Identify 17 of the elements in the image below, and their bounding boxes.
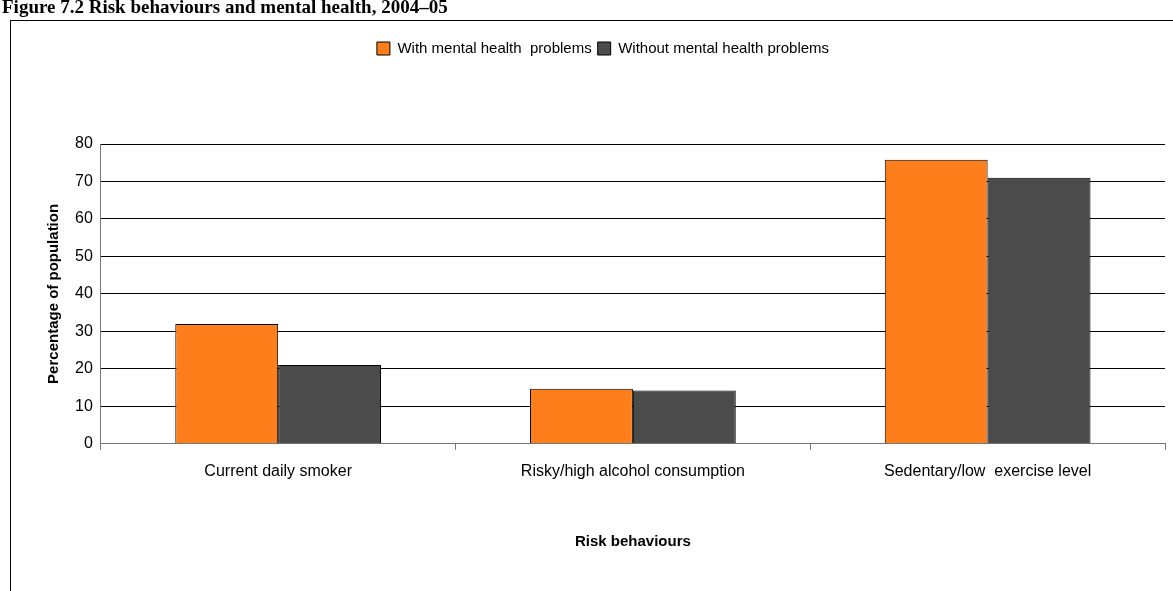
y-tick-label: 50 bbox=[75, 246, 93, 264]
y-tick-label: 30 bbox=[75, 321, 93, 339]
y-tick-label: 20 bbox=[75, 359, 93, 377]
y-axis-title: Percentage of population bbox=[44, 203, 62, 384]
y-tick-label: 80 bbox=[75, 134, 93, 152]
x-tick-label: Current daily smoker bbox=[204, 461, 353, 479]
y-tick-label: 60 bbox=[75, 209, 93, 227]
chart-title: Figure 7.2 Risk behaviours and mental health, 2004–05 bbox=[2, 0, 448, 18]
y-tick-label: 40 bbox=[75, 284, 93, 302]
legend-label: With mental health problems bbox=[397, 38, 592, 56]
x-tick-label: Risky/high alcohol consumption bbox=[520, 461, 745, 479]
y-tick-label: 70 bbox=[75, 171, 93, 189]
x-tick-label: Sedentary/low exercise level bbox=[884, 461, 1092, 479]
y-tick-label: 0 bbox=[83, 434, 93, 452]
legend-label: Without mental health problems bbox=[618, 38, 830, 56]
x-axis-title: Risk behaviours bbox=[574, 532, 691, 550]
y-tick-label: 10 bbox=[75, 396, 93, 414]
